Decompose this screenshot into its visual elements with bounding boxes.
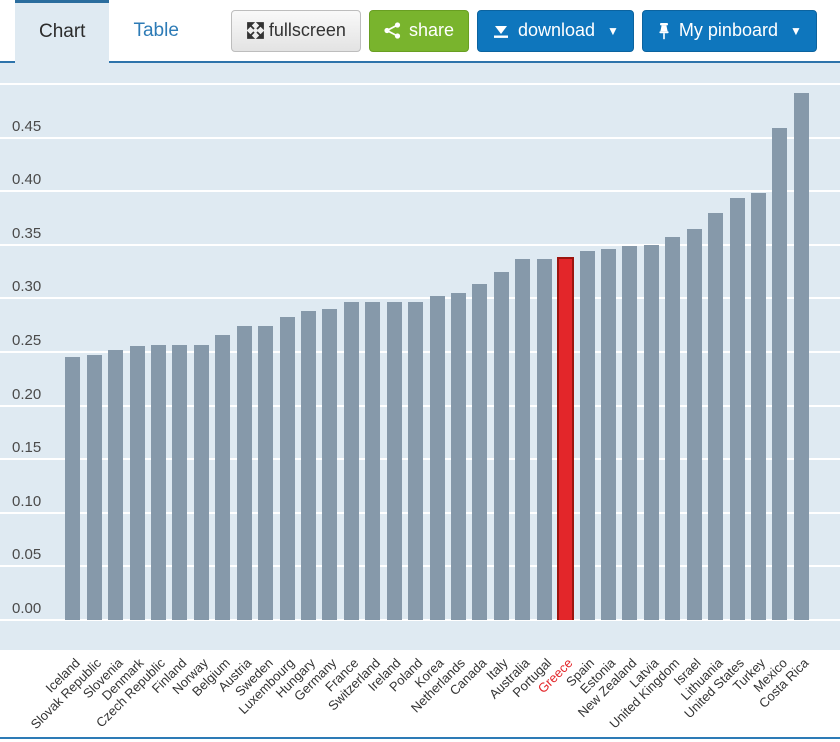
y-axis-tick-label: 0.10: [12, 492, 42, 510]
bar-new-zealand[interactable]: [622, 245, 638, 620]
gridline: [0, 83, 840, 85]
my-pinboard-button[interactable]: My pinboard ▼: [641, 9, 817, 52]
bar-turkey[interactable]: [750, 193, 766, 620]
y-axis-tick-label: 0.15: [12, 439, 42, 457]
bottom-border: [0, 737, 840, 739]
bar-netherlands[interactable]: [450, 293, 466, 620]
caret-down-icon: ▼: [789, 23, 802, 38]
y-axis-tick-label: 0.40: [12, 171, 42, 189]
bar-australia[interactable]: [515, 258, 531, 620]
bar-italy[interactable]: [493, 271, 509, 620]
y-axis-tick-label: 0.45: [12, 117, 42, 135]
caret-down-icon: ▼: [607, 23, 619, 38]
y-axis-tick-label: 0.35: [12, 224, 42, 242]
bar-czech-republic[interactable]: [150, 344, 166, 620]
bar-norway[interactable]: [193, 344, 209, 620]
tab-bar: Chart Table: [0, 0, 203, 63]
bar-france[interactable]: [343, 301, 359, 620]
download-button[interactable]: download ▼: [476, 9, 634, 52]
share-button[interactable]: share: [368, 9, 469, 52]
bar-united-kingdom[interactable]: [665, 237, 681, 620]
bar-spain[interactable]: [579, 251, 595, 620]
bar-costa-rica[interactable]: [793, 92, 809, 620]
bar-slovak-republic[interactable]: [86, 355, 102, 620]
bar-hungary[interactable]: [300, 311, 316, 620]
tab-table-label: Table: [133, 19, 179, 41]
y-axis-tick-label: 0.00: [12, 600, 42, 617]
bar-belgium[interactable]: [215, 334, 231, 620]
bar-lithuania[interactable]: [708, 212, 724, 620]
gridline: [0, 619, 840, 621]
bar-ireland[interactable]: [386, 301, 402, 620]
y-axis-tick-label: 0.20: [12, 385, 42, 403]
fullscreen-label: fullscreen: [268, 20, 346, 40]
bar-israel[interactable]: [686, 228, 702, 620]
fullscreen-icon: [246, 21, 265, 40]
tab-chart-label: Chart: [39, 21, 86, 42]
gridline: [0, 243, 840, 246]
my-pinboard-label: My pinboard: [678, 20, 778, 40]
fullscreen-button[interactable]: fullscreen: [230, 9, 361, 52]
tab-chart[interactable]: Chart: [15, 0, 110, 63]
bar-mexico[interactable]: [772, 127, 788, 620]
download-label: download: [517, 20, 596, 40]
bar-korea[interactable]: [429, 296, 445, 620]
download-icon: [492, 23, 510, 39]
gridline: [0, 297, 840, 300]
bar-switzerland[interactable]: [365, 301, 381, 620]
bar-sweden[interactable]: [258, 326, 274, 620]
y-axis-tick-label: 0.25: [12, 332, 42, 349]
bar-portugal[interactable]: [536, 258, 552, 620]
bar-denmark[interactable]: [129, 345, 145, 620]
bar-greece[interactable]: [557, 256, 575, 620]
share-icon: [384, 22, 401, 39]
bar-united-states[interactable]: [729, 197, 745, 620]
bar-germany[interactable]: [322, 309, 338, 620]
y-axis-tick-label: 0.05: [12, 546, 42, 564]
bar-luxembourg[interactable]: [279, 316, 295, 620]
gridline: [0, 190, 840, 193]
bar-finland[interactable]: [172, 344, 188, 620]
bar-austria[interactable]: [236, 326, 252, 620]
x-axis-labels: Iceland Slovak Republic Slovenia Denmark Cze…: [0, 650, 840, 737]
bar-latvia[interactable]: [643, 244, 659, 620]
share-label: share: [408, 20, 454, 40]
toolbar: Chart Table fullscreen: [0, 0, 840, 63]
bar-iceland[interactable]: [65, 357, 81, 620]
bar-estonia[interactable]: [600, 249, 616, 620]
bar-poland[interactable]: [408, 301, 424, 620]
gridline: [0, 136, 840, 139]
bar-chart-plot-area: 0.00 0.05 0.10 0.15 0.20 0.25 0.30 0.35 0.40 0.45: [0, 63, 840, 650]
pin-icon: [657, 22, 671, 40]
bar-canada[interactable]: [472, 284, 488, 620]
tab-table[interactable]: Table: [109, 0, 202, 61]
toolbar-buttons: fullscreen share: [230, 0, 817, 61]
bar-slovenia[interactable]: [108, 349, 124, 620]
y-axis-tick-label: 0.30: [12, 278, 42, 296]
